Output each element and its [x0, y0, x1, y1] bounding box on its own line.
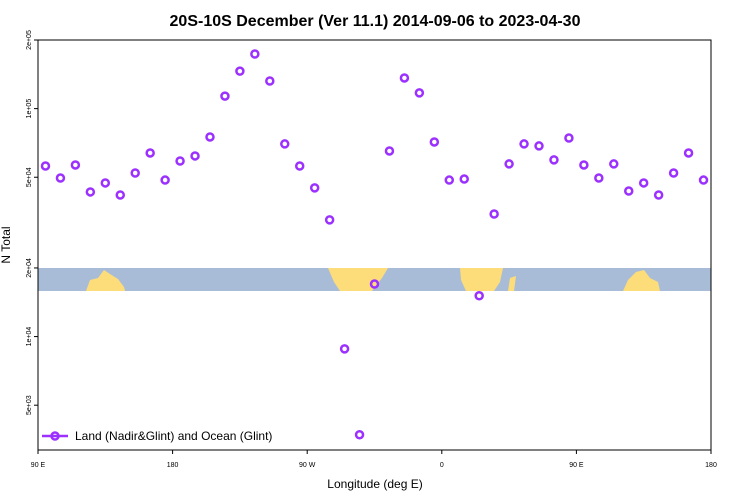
legend-label: Land (Nadir&Glint) and Ocean (Glint) [75, 429, 272, 443]
data-point [489, 209, 499, 219]
data-point [444, 175, 455, 185]
x-tick-label: 90 W [299, 462, 316, 469]
data-point [160, 175, 170, 185]
data-point [459, 174, 469, 184]
data-point [55, 173, 66, 183]
data-point [594, 173, 604, 183]
data-point [280, 139, 290, 149]
data-point [250, 49, 260, 59]
data-point [668, 168, 679, 178]
x-tick-label: 180 [167, 462, 179, 469]
data-point [85, 187, 96, 197]
data-point [638, 178, 649, 188]
data-point [70, 160, 81, 170]
x-tick-label: 0 [440, 462, 444, 469]
y-axis-label: N Total [0, 226, 13, 263]
data-point [130, 168, 140, 178]
data-point [609, 159, 619, 169]
x-axis-label: Longitude (deg E) [327, 477, 422, 491]
x-tick-label: 90 E [569, 462, 584, 469]
data-point [190, 151, 200, 161]
data-point [519, 139, 529, 149]
data-point [564, 133, 574, 143]
legend-marker [50, 431, 60, 441]
data-point [205, 132, 215, 142]
data-point [579, 160, 589, 170]
data-point [369, 279, 380, 289]
y-tick-label: 2e+05 [26, 30, 33, 50]
x-tick-label: 90 E [31, 462, 46, 469]
y-tick-label: 1e+04 [26, 327, 33, 347]
data-point [504, 159, 514, 169]
data-point [354, 429, 365, 440]
data-point [339, 344, 350, 354]
data-point [384, 146, 395, 156]
y-tick-label: 5e+03 [26, 395, 33, 415]
data-point [235, 66, 245, 76]
x-tick-label: 180 [705, 462, 717, 469]
data-point [683, 148, 694, 158]
data-point [115, 190, 126, 200]
data-point [100, 178, 111, 188]
data-point [324, 215, 335, 225]
data-point [265, 76, 275, 86]
data-point [414, 88, 425, 98]
data-point [40, 161, 51, 171]
data-point [698, 175, 709, 185]
data-point [534, 141, 544, 151]
data-point [653, 190, 664, 200]
data-point [474, 291, 484, 301]
y-tick-label: 1e+05 [26, 99, 33, 119]
data-point [429, 137, 440, 147]
y-tick-label: 5e+04 [26, 167, 33, 187]
data-point [220, 91, 230, 101]
data-point [549, 155, 559, 165]
data-point [175, 156, 185, 166]
data-point [399, 73, 410, 83]
data-point [294, 161, 305, 171]
data-point [145, 148, 155, 158]
chart-title: 20S-10S December (Ver 11.1) 2014-09-06 t… [170, 13, 581, 30]
data-point [623, 186, 634, 196]
y-tick-label: 2e+04 [26, 258, 33, 278]
plot-frame [37, 39, 712, 451]
data-point [309, 183, 320, 193]
